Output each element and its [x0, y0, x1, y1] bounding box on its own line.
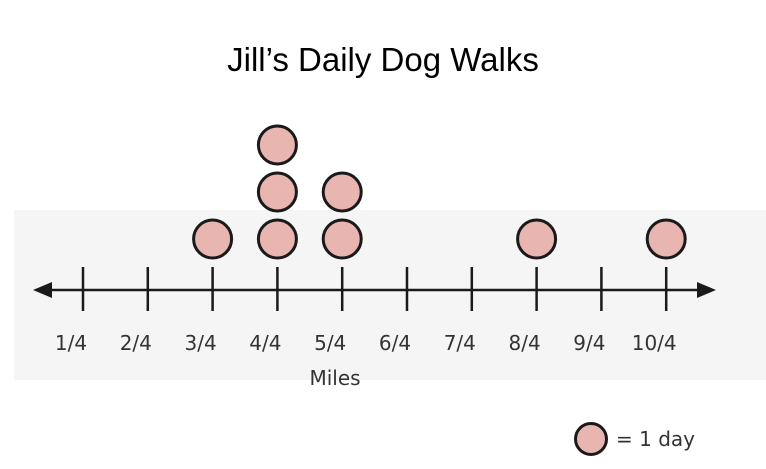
tick-label: 7/4 [444, 331, 476, 355]
tick-label: 8/4 [509, 331, 541, 355]
data-dot [321, 218, 363, 260]
right-arrow-icon [697, 282, 716, 298]
tick-marks [81, 267, 668, 311]
data-dot [516, 218, 558, 260]
data-dot [256, 218, 298, 260]
number-line [33, 282, 716, 298]
legend-dot-icon [574, 422, 608, 456]
plot-background [14, 210, 766, 380]
chart-title: Jill’s Daily Dog Walks [227, 41, 539, 78]
legend: = 1 day [574, 419, 695, 459]
tick-label: 6/4 [379, 331, 411, 355]
tick-labels: 1/4 2/4 3/4 4/4 5/4 6/4 7/4 8/4 9/4 10/4 [55, 331, 677, 355]
tick-label: 4/4 [249, 331, 281, 355]
data-dot [645, 218, 687, 260]
legend-label: = 1 day [616, 427, 695, 451]
tick-label: 1/4 [55, 331, 87, 355]
data-dot [256, 124, 298, 166]
data-dots [192, 124, 687, 260]
tick-label: 2/4 [120, 331, 152, 355]
data-dot [321, 171, 363, 213]
x-axis-label: Miles [309, 366, 360, 390]
left-arrow-icon [33, 282, 52, 298]
tick-label: 3/4 [185, 331, 217, 355]
data-dot [256, 171, 298, 213]
data-dot [192, 218, 234, 260]
tick-label: 9/4 [573, 331, 605, 355]
tick-label: 5/4 [314, 331, 346, 355]
tick-label: 10/4 [632, 331, 677, 355]
